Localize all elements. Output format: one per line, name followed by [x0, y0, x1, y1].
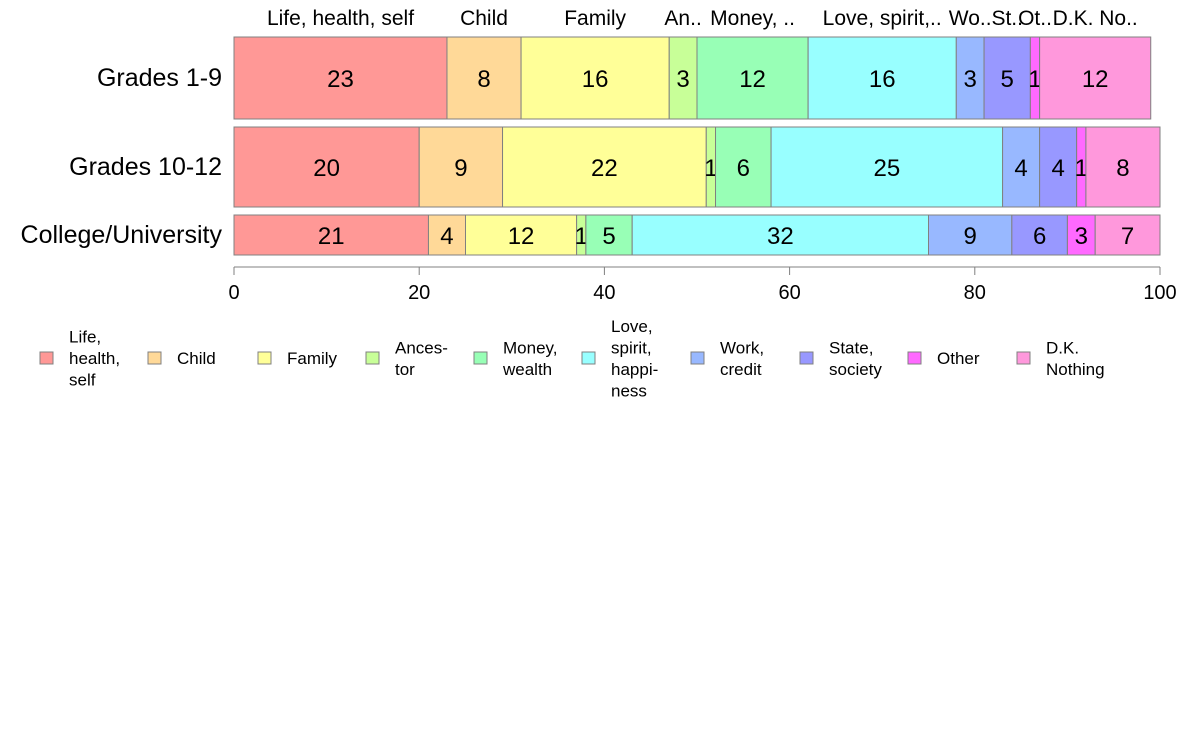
data-label: 12 [508, 223, 535, 250]
data-label: 9 [454, 155, 467, 182]
legend-label: Child [177, 349, 216, 368]
data-label: 8 [1116, 155, 1129, 182]
legend-label: Other [937, 349, 980, 368]
top-label: Ot.. [1018, 7, 1052, 30]
legend-label: credit [720, 360, 762, 379]
legend-label: Family [287, 349, 338, 368]
data-label: 32 [767, 223, 794, 250]
data-label: 1 [575, 223, 588, 250]
legend-label: society [829, 360, 882, 379]
legend-label: wealth [502, 360, 552, 379]
legend-label: health, [69, 349, 120, 368]
top-label: An.. [664, 7, 701, 30]
legend-label: Ances- [395, 338, 448, 357]
bar-segment [418, 126, 504, 208]
bar-segment [233, 214, 429, 256]
data-label: 22 [591, 155, 618, 182]
legend-label: D.K. [1046, 338, 1079, 357]
bar-segment [1085, 126, 1161, 208]
legend-swatch [365, 351, 380, 365]
data-label: 6 [737, 155, 750, 182]
legend-label: Work, [720, 338, 764, 357]
data-label: 4 [1014, 155, 1027, 182]
legend-swatch [147, 351, 162, 365]
top-label: Wo.. [949, 7, 992, 30]
bar-segment [983, 36, 1031, 120]
data-label: 12 [739, 66, 766, 93]
data-label: 1 [1028, 66, 1041, 93]
legend-label: ness [611, 381, 647, 400]
bar-segment [1039, 36, 1152, 120]
data-label: 23 [327, 66, 354, 93]
top-label: Family [564, 7, 626, 30]
data-label: 16 [869, 66, 896, 93]
top-label: Child [460, 7, 508, 30]
data-label: 6 [1033, 223, 1046, 250]
legend-label: Love, [611, 317, 653, 336]
top-label: D.K. No.. [1053, 7, 1138, 30]
bar-segment [696, 36, 809, 120]
x-tick-label: 80 [964, 282, 986, 304]
data-label: 20 [313, 155, 340, 182]
data-label: 4 [440, 223, 453, 250]
row-label: College/University [21, 221, 223, 249]
data-label: 8 [477, 66, 490, 93]
data-label: 25 [873, 155, 900, 182]
bar-segment [928, 214, 1013, 256]
data-label: 5 [602, 223, 615, 250]
x-tick-label: 20 [408, 282, 430, 304]
data-label: 21 [318, 223, 345, 250]
data-label: 5 [1001, 66, 1014, 93]
bar-segment [465, 214, 578, 256]
bar-segment [807, 36, 957, 120]
data-label: 1 [704, 155, 717, 182]
top-label: Love, spirit,.. [823, 7, 942, 30]
legend-swatch [907, 351, 922, 365]
bar-segment [1094, 214, 1161, 256]
row-label: Grades 10-12 [69, 153, 222, 181]
bar-segment [446, 36, 522, 120]
x-tick-label: 60 [778, 282, 800, 304]
bar-segment [585, 214, 633, 256]
x-tick-label: 0 [228, 282, 239, 304]
x-tick-label: 100 [1143, 282, 1176, 304]
bar-segment [955, 36, 985, 120]
legend-swatch [581, 351, 596, 365]
data-label: 3 [1075, 223, 1088, 250]
legend-swatch [39, 351, 54, 365]
data-label: 16 [582, 66, 609, 93]
bar-segment [1011, 214, 1068, 256]
data-label: 7 [1121, 223, 1134, 250]
data-label: 12 [1082, 66, 1109, 93]
data-label: 9 [963, 223, 976, 250]
top-label: Money, .. [710, 7, 795, 30]
legend-label: State, [829, 338, 873, 357]
legend-swatch [257, 351, 272, 365]
bar-segment [427, 214, 466, 256]
legend-swatch [690, 351, 705, 365]
x-tick-label: 40 [593, 282, 615, 304]
legend-label: tor [395, 360, 415, 379]
bar-segment [233, 126, 420, 208]
legend-label: self [69, 371, 96, 390]
data-label: 3 [676, 66, 689, 93]
legend-swatch [799, 351, 814, 365]
top-label: Life, health, self [267, 7, 414, 30]
data-label: 3 [963, 66, 976, 93]
legend-label: Life, [69, 328, 101, 347]
data-label: 4 [1051, 155, 1064, 182]
legend-label: Money, [503, 338, 558, 357]
legend-swatch [1016, 351, 1031, 365]
bar-segment [715, 126, 772, 208]
top-label: St.. [991, 7, 1023, 30]
legend-label: Nothing [1046, 360, 1105, 379]
legend-label: happi- [611, 360, 658, 379]
data-label: 1 [1075, 155, 1088, 182]
row-label: Grades 1-9 [97, 64, 222, 92]
legend-swatch [473, 351, 488, 365]
legend-label: spirit, [611, 338, 652, 357]
